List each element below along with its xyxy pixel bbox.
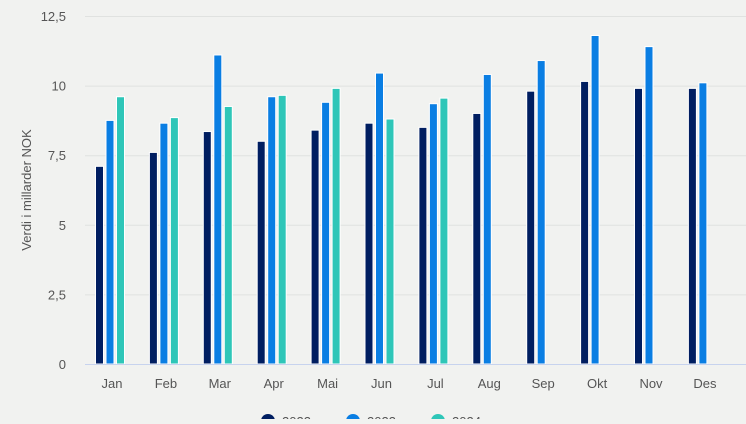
legend-label[interactable]: 2023 xyxy=(367,414,396,424)
bar-2023-Feb xyxy=(159,122,169,365)
legend: 2022 2023 2024 xyxy=(261,414,481,424)
legend-marker-2022 xyxy=(261,414,275,424)
bar-2024-Feb xyxy=(169,117,179,365)
x-tick-label: Jan xyxy=(102,376,123,391)
bar-2022-Aug xyxy=(472,112,482,365)
y-tick-label: 0 xyxy=(59,357,66,372)
bar-2024-Jun xyxy=(385,118,395,365)
bar-2024-Mai xyxy=(331,87,341,365)
x-tick-label: Jul xyxy=(427,376,444,391)
bar-2023-Sep xyxy=(536,60,546,365)
x-tick-label: Sep xyxy=(532,376,555,391)
bar-2022-Jun xyxy=(364,122,374,365)
bar-2022-Sep xyxy=(526,90,536,365)
y-tick-label: 7,5 xyxy=(48,148,66,163)
bar-2023-Mar xyxy=(213,54,223,365)
bar-2024-Apr xyxy=(277,94,287,365)
y-axis-ticks: 0 2,5 5 7,5 10 12,5 xyxy=(41,9,66,372)
legend-label[interactable]: 2024 xyxy=(452,414,481,424)
x-tick-label: Nov xyxy=(639,376,663,391)
y-tick-label: 12,5 xyxy=(41,9,66,24)
bar-2024-Mar xyxy=(223,105,233,365)
bar-2022-Des xyxy=(687,87,697,365)
x-tick-label: Feb xyxy=(155,376,177,391)
bar-2023-Jun xyxy=(375,72,384,365)
bar-2024-Jan xyxy=(116,96,125,365)
x-tick-label: Okt xyxy=(587,376,608,391)
bar-2022-Feb xyxy=(148,151,158,365)
x-tick-label: Mar xyxy=(209,376,232,391)
bar-2022-Jul xyxy=(418,126,428,365)
bar-2022-Mar xyxy=(202,131,212,365)
bar-2022-Mai xyxy=(310,129,320,365)
bar-2023-Jan xyxy=(105,119,115,365)
bar-2023-Okt xyxy=(590,34,600,365)
bar-2023-Apr xyxy=(267,96,277,365)
bar-2024-Jul xyxy=(439,97,449,365)
bar-2023-Mai xyxy=(321,101,331,365)
y-tick-label: 5 xyxy=(59,218,66,233)
bar-2022-Apr xyxy=(256,140,266,365)
x-axis-ticks: Jan Feb Mar Apr Mai Jun Jul Aug Sep Okt Nov Des xyxy=(102,376,717,391)
legend-marker-2024 xyxy=(431,414,445,424)
y-tick-label: 10 xyxy=(52,79,66,94)
legend-label[interactable]: 2022 xyxy=(282,414,311,424)
bar-2023-Aug xyxy=(482,73,492,365)
bar-2023-Nov xyxy=(644,46,654,365)
x-tick-label: Aug xyxy=(478,376,501,391)
y-tick-label: 2,5 xyxy=(48,287,66,302)
x-tick-label: Jun xyxy=(371,376,392,391)
bar-2023-Des xyxy=(698,82,708,365)
x-tick-label: Mai xyxy=(317,376,338,391)
bar-2022-Jan xyxy=(95,165,104,365)
legend-marker-2023 xyxy=(346,414,360,424)
bar-2022-Okt xyxy=(580,80,590,365)
y-axis-label: Verdi i millarder NOK xyxy=(19,129,34,251)
bars xyxy=(95,34,708,365)
bar-2022-Nov xyxy=(634,87,643,365)
x-tick-label: Apr xyxy=(264,376,285,391)
x-tick-label: Des xyxy=(693,376,717,391)
bar-2023-Jul xyxy=(428,103,438,365)
